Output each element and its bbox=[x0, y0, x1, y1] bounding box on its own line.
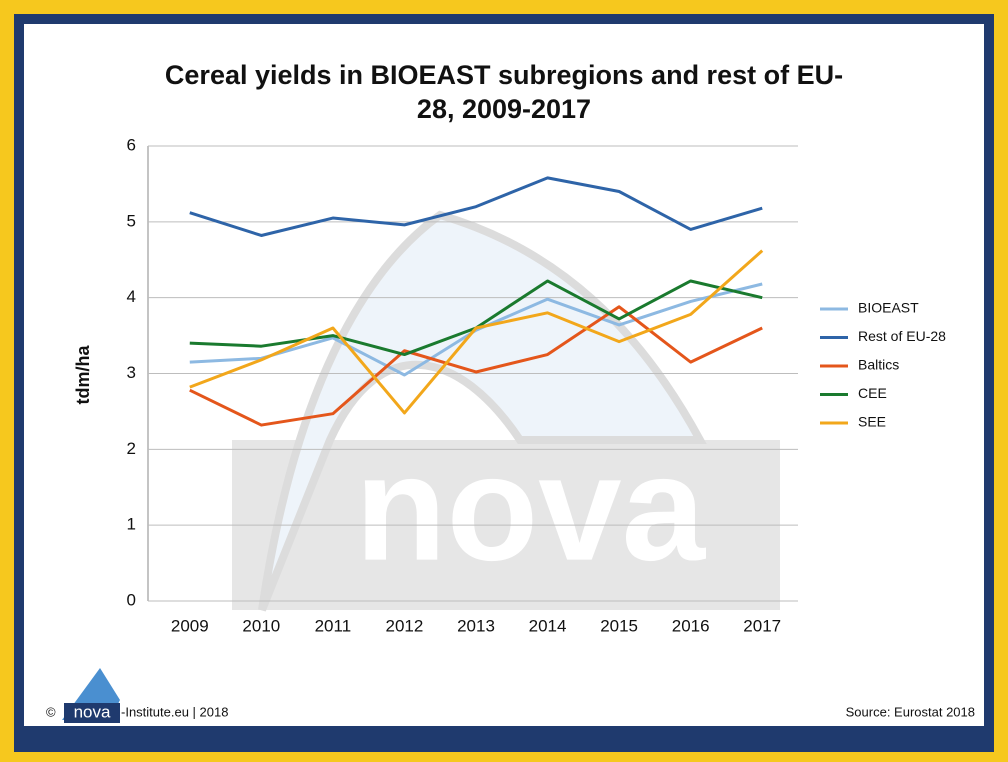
x-tick-label: 2016 bbox=[672, 616, 710, 635]
y-tick-label: 6 bbox=[127, 135, 136, 154]
x-tick-label: 2015 bbox=[600, 616, 638, 635]
footer-credit: -Institute.eu | 2018 bbox=[121, 704, 228, 719]
y-tick-label: 4 bbox=[127, 287, 136, 306]
footer-copyright: © bbox=[46, 704, 56, 719]
x-tick-label: 2009 bbox=[171, 616, 209, 635]
footer-source: Source: Eurostat 2018 bbox=[846, 704, 975, 719]
x-tick-label: 2013 bbox=[457, 616, 495, 635]
series-line bbox=[189, 249, 764, 415]
watermark-text: nova bbox=[355, 424, 707, 592]
series-line bbox=[189, 176, 763, 237]
legend-label: CEE bbox=[858, 385, 887, 401]
x-tick-label: 2010 bbox=[242, 616, 280, 635]
legend-label: Rest of EU-28 bbox=[858, 328, 946, 344]
x-tick-label: 2011 bbox=[315, 616, 352, 635]
y-axis-label: tdm/ha bbox=[73, 345, 93, 405]
y-tick-label: 0 bbox=[127, 590, 136, 609]
x-tick-label: 2012 bbox=[386, 616, 424, 635]
chart-title: Cereal yields in BIOEAST subregions and … bbox=[164, 60, 844, 124]
logo-box bbox=[64, 703, 120, 723]
x-tick-label: 2014 bbox=[529, 616, 567, 635]
footer-logo: nova bbox=[74, 702, 111, 721]
x-tick-label: 2017 bbox=[743, 616, 781, 635]
series-line bbox=[189, 305, 763, 427]
y-tick-label: 5 bbox=[127, 211, 136, 230]
legend-label: BIOEAST bbox=[858, 300, 919, 316]
legend-label: Baltics bbox=[858, 357, 899, 373]
y-tick-label: 3 bbox=[127, 363, 136, 382]
y-tick-label: 2 bbox=[127, 439, 136, 458]
y-tick-label: 1 bbox=[127, 515, 136, 534]
legend-label: SEE bbox=[858, 414, 886, 430]
